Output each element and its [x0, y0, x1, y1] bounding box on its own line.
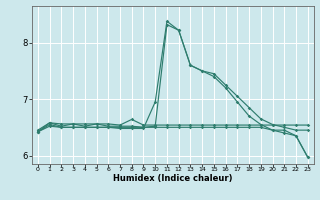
X-axis label: Humidex (Indice chaleur): Humidex (Indice chaleur) — [113, 174, 233, 183]
